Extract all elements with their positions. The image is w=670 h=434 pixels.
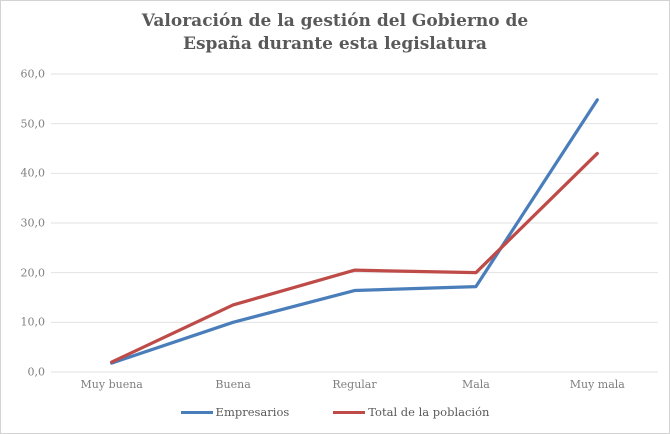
y-tick-label: 30,0 xyxy=(20,216,46,230)
legend-line-swatch xyxy=(333,410,366,414)
x-tick-label: Mala xyxy=(461,378,490,391)
chart-legend: Empresarios Total de la población xyxy=(1,405,669,419)
y-tick-label: 20,0 xyxy=(20,266,46,280)
y-tick-label: 10,0 xyxy=(20,315,46,329)
y-tick-label: 0,0 xyxy=(27,365,46,379)
legend-line-swatch xyxy=(180,410,213,414)
legend-item: Total de la población xyxy=(333,405,489,419)
x-tick-label: Buena xyxy=(215,378,251,391)
series-line xyxy=(110,151,599,364)
x-tick-label: Muy mala xyxy=(569,378,625,391)
y-tick-label: 60,0 xyxy=(20,67,46,81)
x-tick-label: Regular xyxy=(332,378,377,391)
legend-label: Total de la población xyxy=(368,405,490,419)
x-tick-label: Muy buena xyxy=(80,378,143,391)
chart-title: Valoración de la gestión del Gobierno de… xyxy=(1,10,669,56)
legend-item: Empresarios xyxy=(180,405,290,419)
y-tick-label: 40,0 xyxy=(20,166,46,180)
y-tick-label: 50,0 xyxy=(20,117,46,131)
chart-title-text: Valoración de la gestión del Gobierno de… xyxy=(141,11,529,54)
legend-label: Empresarios xyxy=(215,405,290,419)
series-line xyxy=(110,98,599,365)
